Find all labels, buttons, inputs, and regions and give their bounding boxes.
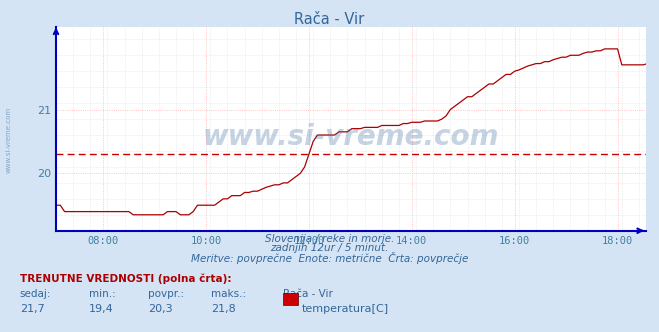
Text: www.si-vreme.com: www.si-vreme.com: [5, 106, 11, 173]
Text: 19,4: 19,4: [89, 304, 114, 314]
Text: Rača - Vir: Rača - Vir: [295, 12, 364, 27]
Text: 21,8: 21,8: [211, 304, 236, 314]
Text: min.:: min.:: [89, 289, 116, 299]
Text: 20,3: 20,3: [148, 304, 173, 314]
Text: temperatura[C]: temperatura[C]: [302, 304, 389, 314]
Text: Rača - Vir: Rača - Vir: [283, 289, 333, 299]
Text: maks.:: maks.:: [211, 289, 246, 299]
Text: TRENUTNE VREDNOSTI (polna črta):: TRENUTNE VREDNOSTI (polna črta):: [20, 274, 231, 285]
Text: www.si-vreme.com: www.si-vreme.com: [203, 123, 499, 151]
Text: Slovenija / reke in morje.: Slovenija / reke in morje.: [265, 234, 394, 244]
Text: 21,7: 21,7: [20, 304, 45, 314]
Text: Meritve: povprečne  Enote: metrične  Črta: povprečje: Meritve: povprečne Enote: metrične Črta:…: [191, 252, 468, 264]
Text: zadnjih 12ur / 5 minut.: zadnjih 12ur / 5 minut.: [270, 243, 389, 253]
Text: sedaj:: sedaj:: [20, 289, 51, 299]
Text: povpr.:: povpr.:: [148, 289, 185, 299]
